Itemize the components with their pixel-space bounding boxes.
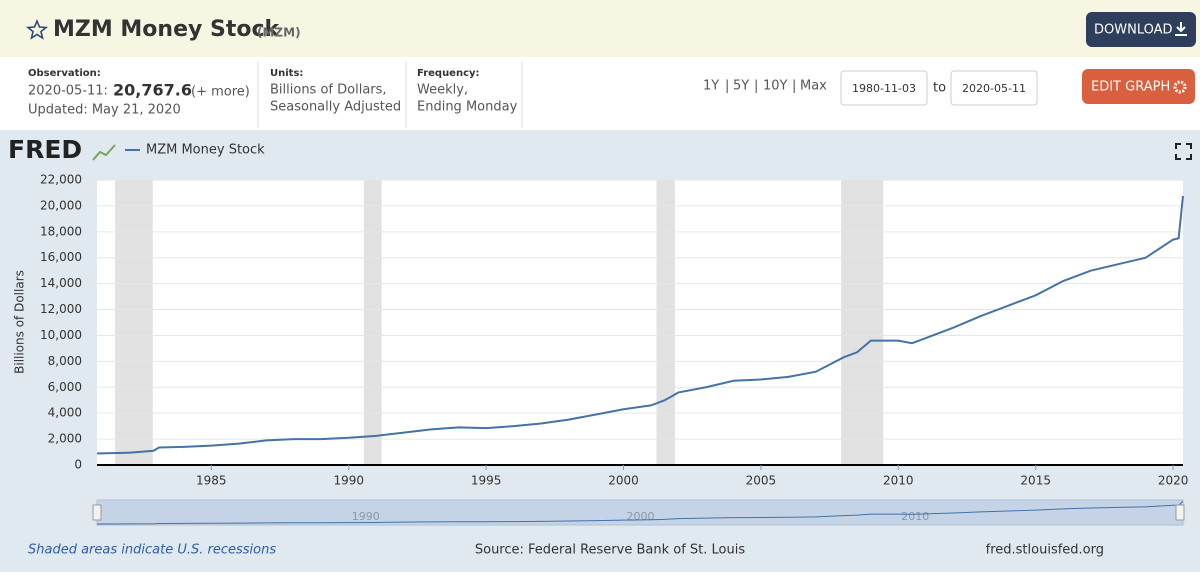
series-line — [97, 195, 1184, 455]
y-tick-label: 8,000 — [48, 354, 82, 368]
fullscreen-icon[interactable] — [1175, 143, 1192, 160]
observation-label: Observation: — [28, 68, 101, 79]
start-date: 1980-11-03 — [852, 82, 916, 95]
recession-shade — [656, 180, 675, 465]
start-input[interactable] — [840, 70, 928, 106]
y-tick-label: 6,000 — [48, 380, 82, 394]
recession-shade — [363, 180, 382, 465]
navigator-handle[interactable] — [1175, 504, 1185, 521]
updated: Updated: May 21, 2020 — [28, 103, 181, 118]
range-separator: | — [754, 79, 758, 94]
plot-area — [97, 180, 1183, 465]
recession-shade — [841, 180, 884, 465]
navigator-line — [97, 501, 1184, 525]
y-tick-label: 2,000 — [48, 432, 82, 446]
range-button[interactable]: Max — [800, 79, 827, 94]
y-tick-label: 22,000 — [40, 173, 82, 187]
y-tick-label: 16,000 — [40, 250, 82, 264]
site-link[interactable]: fred.stlouisfed.org — [986, 543, 1104, 558]
navigator-label: 2010 — [901, 510, 929, 523]
frequency: Ending Monday — [417, 100, 518, 115]
frequency-label: Frequency: — [417, 68, 480, 79]
frequency: Weekly, — [417, 83, 468, 98]
x-tick-label: 2000 — [608, 474, 639, 488]
x-tick-label: 1990 — [333, 474, 364, 488]
y-tick-label: 14,000 — [40, 276, 82, 290]
edit-label: EDIT GRAPH — [1091, 80, 1170, 95]
star-icon[interactable] — [25, 18, 49, 40]
header-band — [0, 0, 1200, 57]
recession-note: Shaded areas indicate U.S. recessions — [28, 543, 276, 558]
legend-label: MZM Money Stock — [146, 143, 265, 158]
x-tick-label: 2005 — [746, 474, 777, 488]
recession-shade — [115, 180, 153, 465]
more-link[interactable]: (+ more) — [191, 85, 250, 100]
download-button[interactable] — [1086, 12, 1196, 47]
end-input[interactable] — [950, 70, 1038, 106]
y-tick-label: 12,000 — [40, 302, 82, 316]
x-tick-label: 2020 — [1158, 474, 1189, 488]
y-tick-label: 4,000 — [48, 406, 82, 420]
logo-icon — [92, 144, 116, 161]
navigator — [96, 499, 1184, 526]
range-separator: | — [792, 79, 796, 94]
x-tick-label: 2015 — [1020, 474, 1051, 488]
source: Source: Federal Reserve Bank of St. Loui… — [475, 543, 745, 558]
y-tick-label: 18,000 — [40, 224, 82, 238]
units: Seasonally Adjusted — [270, 100, 401, 115]
navigator-label: 1990 — [352, 510, 380, 523]
x-tick-label: 1985 — [196, 474, 227, 488]
end-date: 2020-05-11 — [962, 82, 1026, 95]
edit-button[interactable] — [1082, 69, 1195, 104]
observation-date: 2020-05-11: — [28, 84, 108, 99]
units: Billions of Dollars, — [270, 83, 387, 98]
units-label: Units: — [270, 68, 303, 79]
range-button[interactable]: 5Y — [733, 79, 749, 94]
gear-icon — [1173, 80, 1187, 94]
fred-logo: FRED — [8, 135, 82, 164]
observation-value: 20,767.6 — [113, 81, 192, 100]
x-tick-label: 1995 — [471, 474, 502, 488]
series-code: (MZM) — [257, 26, 301, 40]
y-axis-label: Billions of Dollars — [13, 270, 27, 374]
to-label: to — [933, 81, 946, 96]
range-button[interactable]: 1Y — [703, 79, 719, 94]
download-icon — [1175, 22, 1187, 36]
navigator-handle[interactable] — [92, 504, 102, 521]
title: MZM Money Stock — [53, 17, 281, 42]
navigator-label: 2000 — [627, 510, 655, 523]
download-label: DOWNLOAD — [1094, 23, 1173, 38]
x-tick-label: 2010 — [883, 474, 914, 488]
y-tick-label: 20,000 — [40, 198, 82, 212]
y-tick-label: 10,000 — [40, 328, 82, 342]
y-tick-label: 0 — [74, 458, 82, 472]
range-separator: | — [725, 79, 729, 94]
range-button[interactable]: 10Y — [763, 79, 788, 94]
